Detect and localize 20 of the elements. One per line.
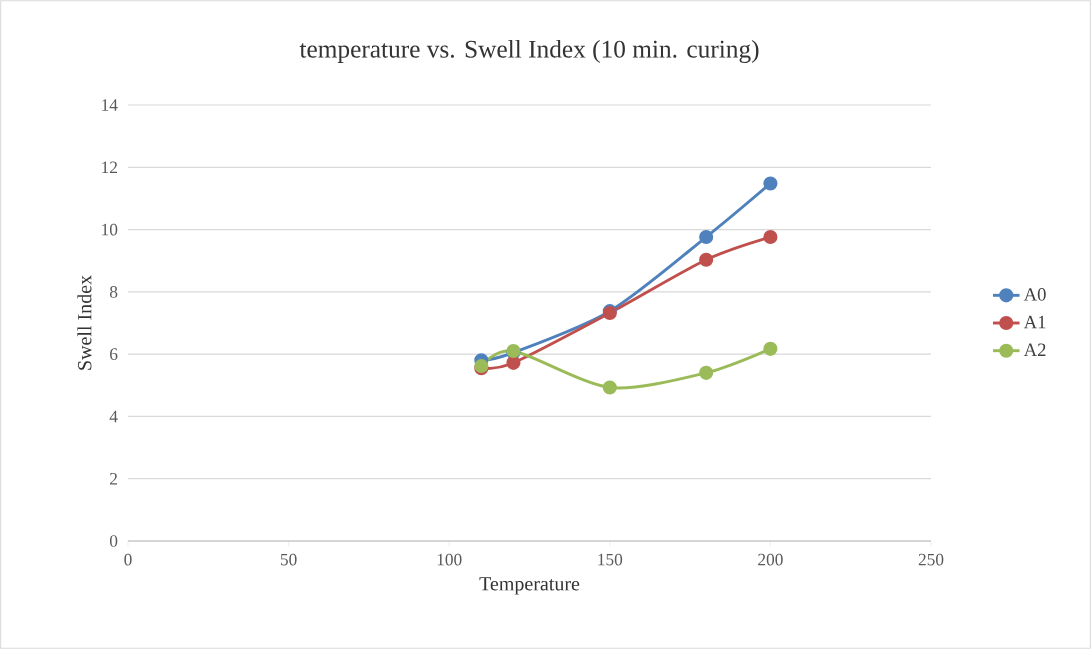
- y-tick-label: 14: [102, 99, 118, 111]
- x-axis-title: Temperature: [479, 577, 580, 595]
- y-tick-label: 2: [110, 472, 118, 485]
- y-tick-label: 6: [110, 348, 118, 360]
- y-axis-title: Swell Index: [77, 275, 92, 370]
- y-tick-label: 0: [109, 535, 118, 547]
- legend-label: A1: [1023, 315, 1046, 329]
- x-tick-label: 150: [598, 553, 623, 566]
- x-tick-label: 50: [280, 553, 297, 566]
- chart-title: temperature vs. Swell Index (10 min. curing): [299, 39, 759, 63]
- legend-label: A0: [1023, 288, 1046, 301]
- y-tick-label: 10: [102, 223, 118, 236]
- x-tick-label: 100: [437, 553, 462, 566]
- y-tick-label: 8: [109, 286, 118, 298]
- legend-label: A2: [1023, 343, 1046, 356]
- x-tick-label: 0: [124, 553, 132, 566]
- y-tick-label: 4: [109, 410, 118, 423]
- x-tick-label: 200: [758, 553, 783, 566]
- x-tick-label: 250: [918, 553, 944, 566]
- y-tick-label: 12: [102, 161, 118, 174]
